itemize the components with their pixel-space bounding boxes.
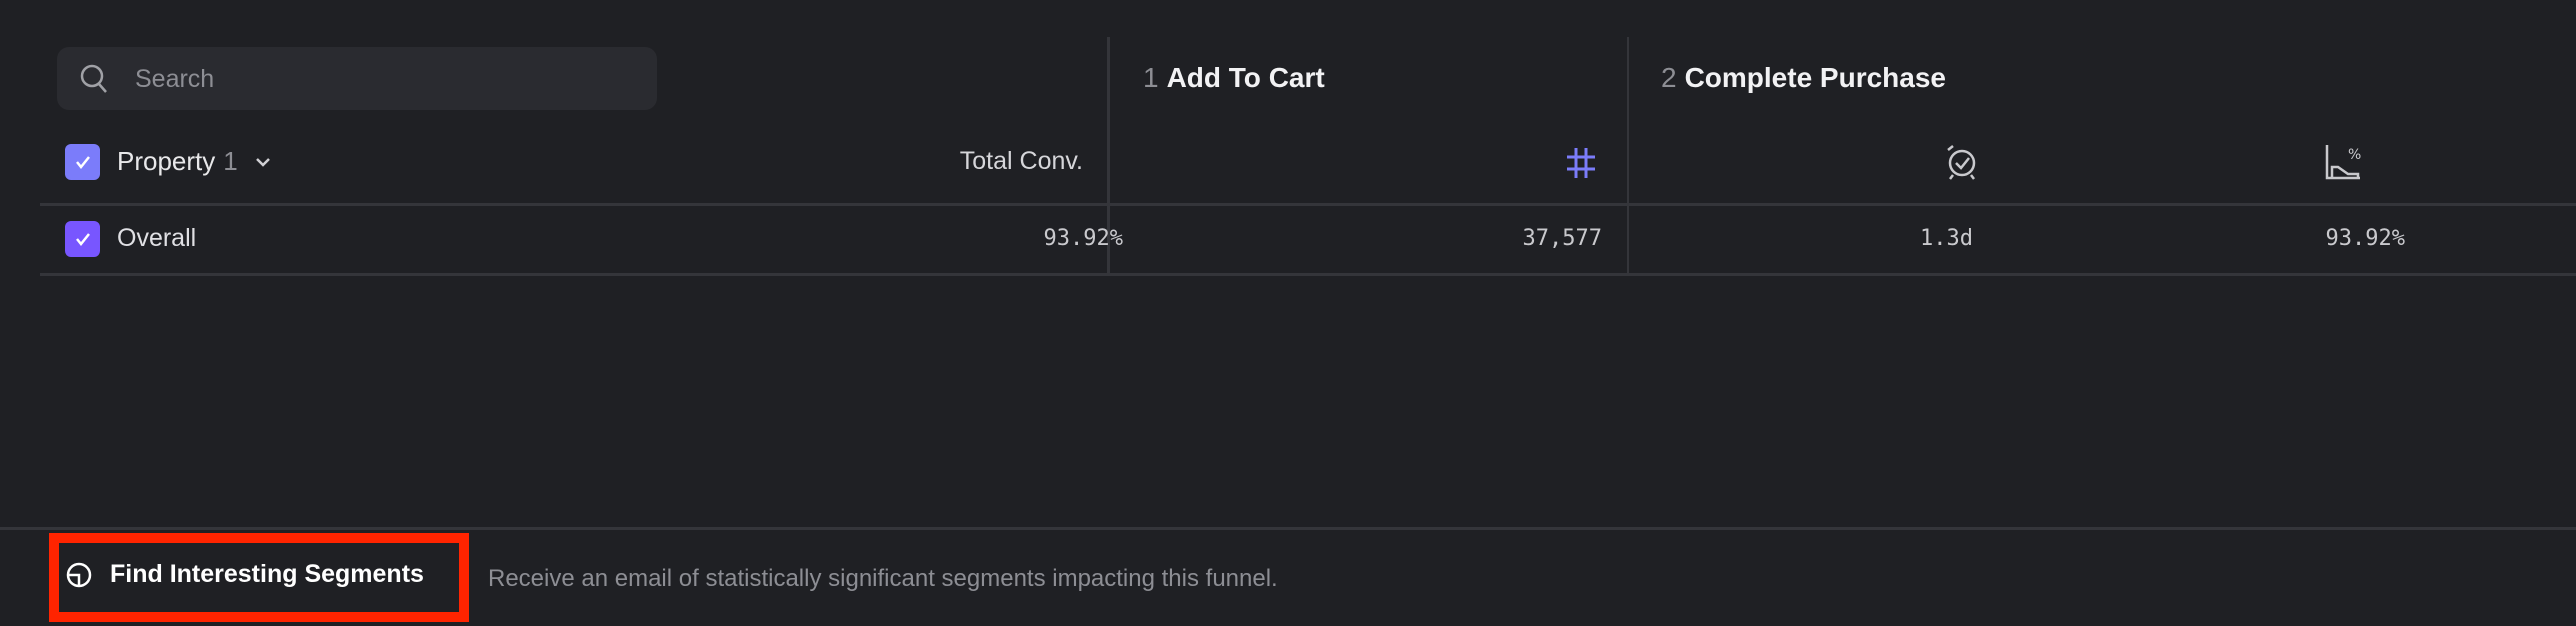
total-conv-header: Total Conv. xyxy=(959,147,1083,175)
step2-conv-value: 93.92% xyxy=(2325,226,2405,251)
row-label: Overall xyxy=(117,224,197,252)
check-icon xyxy=(75,233,90,247)
step-1-header: 1 Add To Cart xyxy=(1143,62,1325,93)
clock-check-icon[interactable] xyxy=(1944,144,1980,180)
highlight-box xyxy=(49,533,469,622)
search-box[interactable] xyxy=(57,47,657,112)
conversion-chart-icon[interactable]: % xyxy=(2324,143,2362,181)
check-icon xyxy=(75,156,90,170)
footer-divider xyxy=(0,527,2576,530)
row-divider xyxy=(40,273,2576,276)
property-count: 1 xyxy=(223,146,238,176)
table-row[interactable]: Overall 93.92% 37,577 1.3d 93.92% xyxy=(40,206,2576,274)
header-divider xyxy=(40,203,2576,206)
total-conv-value: 93.92% xyxy=(1043,226,1123,251)
step2-time-value: 1.3d xyxy=(1920,226,1973,251)
footer-description: Receive an email of statistically signif… xyxy=(488,565,1278,592)
column-divider xyxy=(1627,37,1629,274)
find-interesting-segments-button[interactable]: Find Interesting Segments xyxy=(66,560,424,589)
chevron-down-icon xyxy=(255,157,270,167)
property-checkbox[interactable] xyxy=(65,144,100,180)
search-input[interactable] xyxy=(133,47,637,112)
column-divider xyxy=(1107,37,1110,274)
property-selector[interactable]: Property 1 xyxy=(117,146,272,177)
step1-count-value: 37,577 xyxy=(1522,226,1602,251)
step-2-header: 2 Complete Purchase xyxy=(1661,62,1946,93)
svg-text:%: % xyxy=(2348,147,2361,163)
search-icon xyxy=(80,64,107,93)
segment-icon xyxy=(66,562,92,587)
hash-icon[interactable] xyxy=(1565,146,1597,180)
property-label: Property xyxy=(117,146,216,176)
row-checkbox[interactable] xyxy=(65,221,100,257)
